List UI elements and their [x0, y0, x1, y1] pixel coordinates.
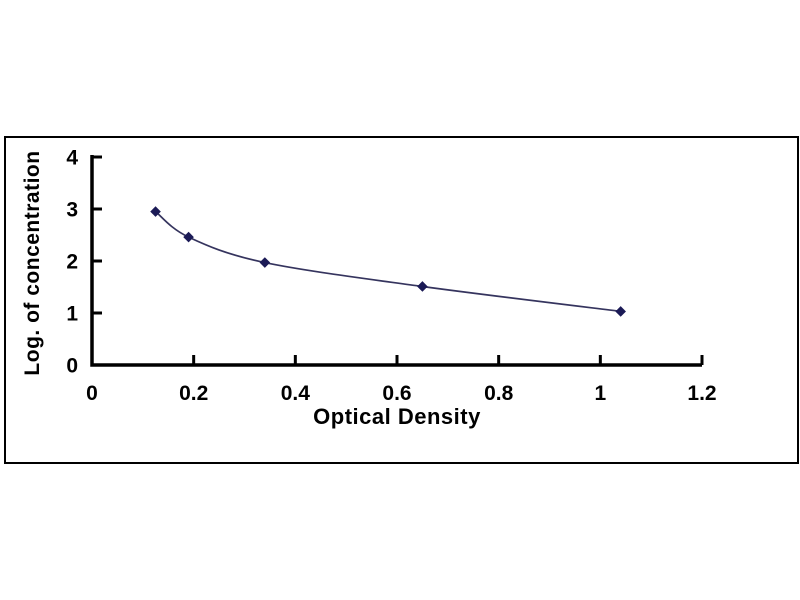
y-axis-title: Log. of concentration — [21, 150, 44, 376]
curve-line — [154, 210, 621, 313]
y-tick-label: 0 — [66, 355, 78, 378]
chart-frame — [4, 136, 799, 464]
axis-spines — [90, 155, 702, 367]
y-tick-label: 1 — [66, 303, 78, 326]
x-tick-label: 1 — [594, 382, 606, 405]
x-tick-label: 0.2 — [179, 382, 208, 405]
x-tick-label: 0.6 — [382, 382, 411, 405]
x-tick-label: 0.4 — [281, 382, 311, 405]
data-point-marker — [183, 231, 194, 243]
data-point-marker — [615, 306, 626, 317]
x-tick-label: 1.2 — [687, 382, 716, 405]
data-point-marker — [150, 206, 161, 217]
y-tick-label: 3 — [66, 199, 78, 222]
x-axis-title: Optical Density — [313, 404, 481, 429]
data-point-marker — [417, 281, 428, 292]
y-tick-label: 2 — [66, 251, 78, 274]
y-tick-label: 4 — [66, 147, 78, 170]
x-tick-label: 0 — [86, 382, 98, 405]
data-point-marker — [259, 257, 271, 268]
x-tick-label: 0.8 — [484, 382, 514, 405]
